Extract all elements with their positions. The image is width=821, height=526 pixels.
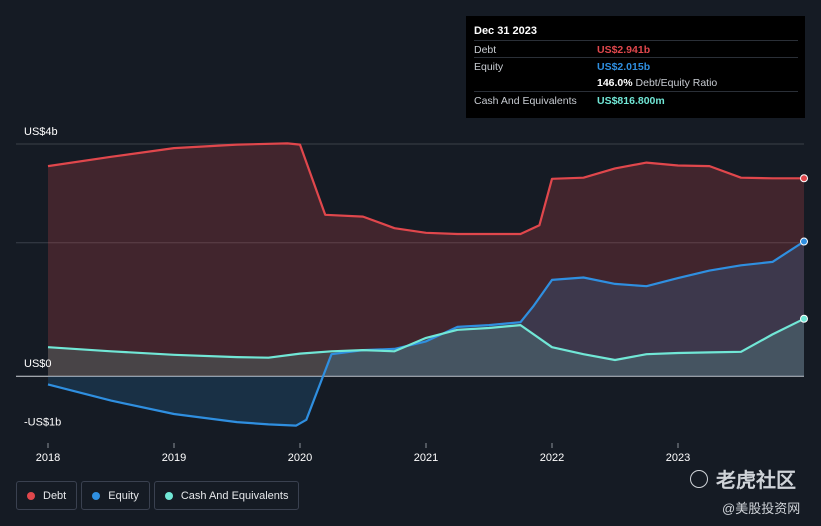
tooltip-ratio: 146.0% Debt/Equity Ratio — [597, 77, 717, 89]
tooltip-debt-label: Debt — [474, 44, 497, 56]
legend-item-debt[interactable]: Debt — [16, 481, 78, 510]
y-tick-label: US$0 — [24, 358, 52, 370]
legend-equity-label: Equity — [108, 489, 139, 502]
legend-cash-label: Cash And Equivalents — [180, 489, 289, 502]
cash-end-marker — [800, 314, 808, 323]
debt-dot-icon — [27, 491, 35, 500]
tooltip-cash-label: Cash And Equivalents — [474, 95, 577, 107]
equity-dot-icon — [92, 491, 101, 500]
debt-end-marker — [800, 174, 808, 183]
watermark-brand: 老虎社区 — [716, 470, 796, 492]
cash-area — [48, 318, 804, 377]
tooltip: Dec 31 2023 Debt US$2.941b Equity US$2.0… — [466, 16, 805, 118]
tooltip-cash-value: US$816.800m — [597, 95, 665, 107]
debt-line — [47, 142, 804, 236]
legend-item-equity[interactable]: Equity — [81, 481, 150, 510]
tooltip-debt-row: Debt US$2.941b — [474, 40, 798, 58]
gridlines — [16, 143, 804, 377]
legend: Debt Equity Cash And Equivalents — [16, 481, 300, 510]
x-tick-label: 2022 — [540, 452, 564, 464]
x-tick-label: 2021 — [414, 452, 438, 464]
x-tick-label: 2023 — [666, 452, 690, 464]
legend-item-cash[interactable]: Cash And Equivalents — [153, 481, 300, 510]
equity-line — [47, 240, 805, 427]
tooltip-equity-label: Equity — [474, 61, 504, 73]
watermark-sub: @美股投资网 — [722, 501, 801, 516]
tooltip-ratio-row: 146.0% Debt/Equity Ratio — [474, 74, 798, 91]
tooltip-date: Dec 31 2023 — [474, 25, 537, 37]
tooltip-equity-row: Equity US$2.015b — [474, 57, 798, 75]
y-tick-label: -US$1b — [24, 416, 61, 428]
tooltip-cash-row: Cash And Equivalents US$816.800m — [474, 91, 798, 109]
debt-area — [48, 143, 804, 377]
x-tick-label: 2020 — [288, 452, 312, 464]
equity-area — [48, 241, 804, 426]
x-tick-label: 2019 — [162, 452, 186, 464]
cash-line — [47, 317, 805, 362]
cash-dot-icon — [164, 491, 173, 500]
y-tick-label: US$4b — [24, 126, 58, 138]
tooltip-debt-value: US$2.941b — [597, 44, 651, 56]
x-tick-label: 2018 — [36, 452, 60, 464]
legend-debt-label: Debt — [43, 489, 67, 502]
tooltip-ratio-value: 146.0% — [597, 77, 633, 89]
tooltip-ratio-label: Debt/Equity Ratio — [635, 77, 718, 89]
equity-end-marker — [800, 237, 808, 246]
series-areas — [48, 143, 804, 426]
x-axis: 2018 2019 2020 2021 2022 2023 — [36, 443, 690, 464]
tooltip-equity-value: US$2.015b — [597, 61, 651, 73]
series-end-markers — [800, 174, 808, 323]
series-lines — [47, 142, 805, 427]
y-axis: US$4b US$0 -US$1b — [24, 126, 61, 428]
watermark-logo-icon — [690, 470, 708, 488]
